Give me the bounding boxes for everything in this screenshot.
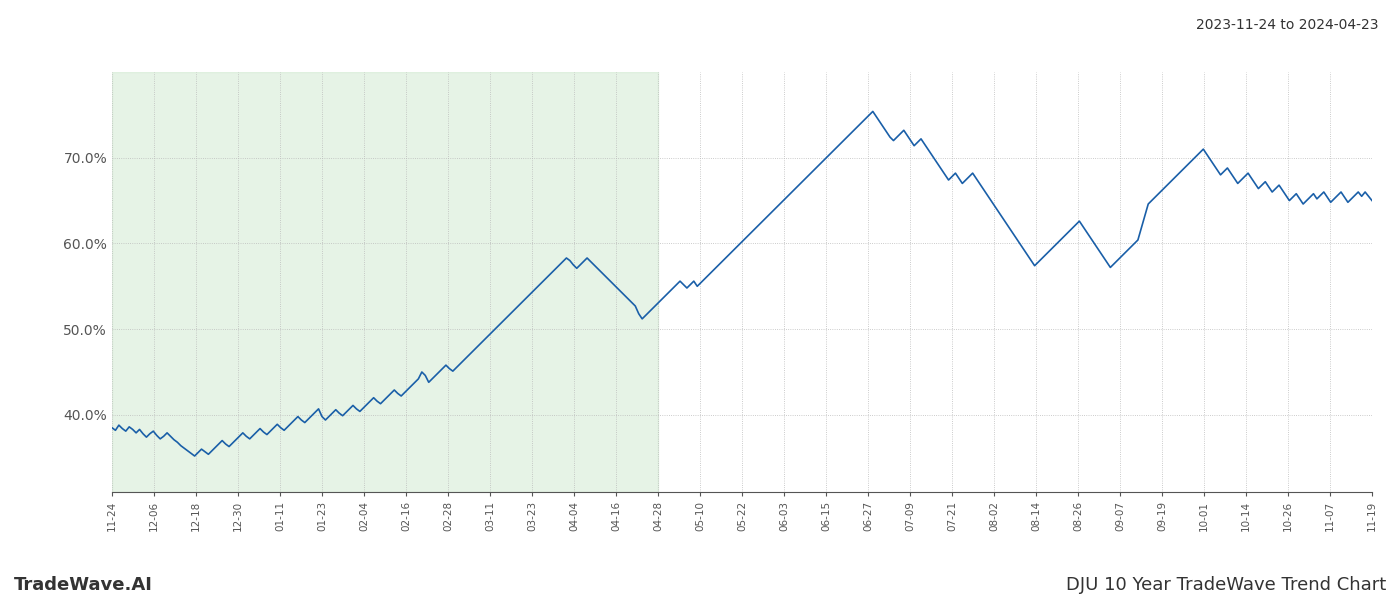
Bar: [112, 72, 658, 492]
Text: TradeWave.AI: TradeWave.AI: [14, 576, 153, 594]
Text: DJU 10 Year TradeWave Trend Chart: DJU 10 Year TradeWave Trend Chart: [1065, 576, 1386, 594]
Text: 2023-11-24 to 2024-04-23: 2023-11-24 to 2024-04-23: [1197, 18, 1379, 32]
